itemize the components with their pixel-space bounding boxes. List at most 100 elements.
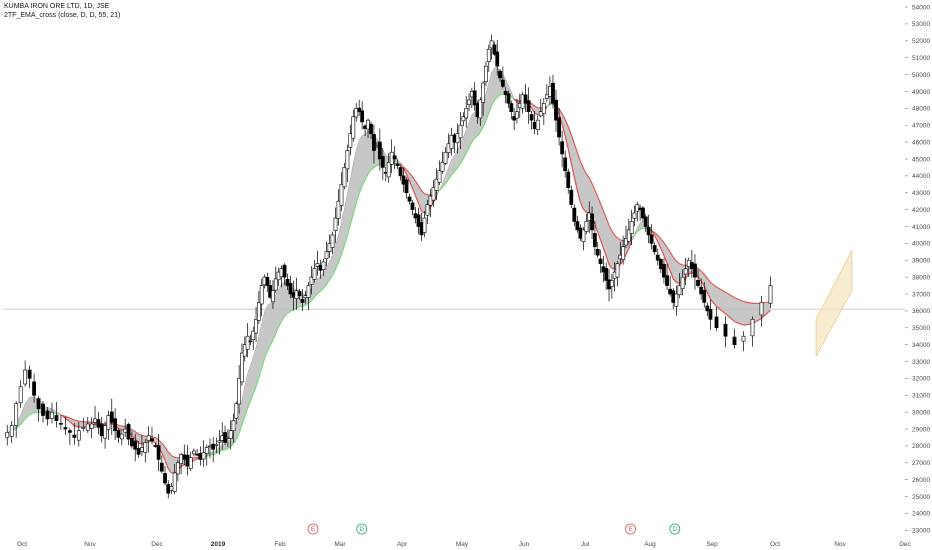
- candle-body: [282, 264, 287, 278]
- candle-body: [169, 486, 174, 491]
- ema-line-segment: [209, 451, 214, 453]
- candle-body: [106, 415, 111, 430]
- candles-layer: [5, 34, 773, 499]
- candle-body: [204, 447, 209, 454]
- earnings-marker: [307, 523, 319, 535]
- ema-line-segment: [216, 451, 220, 454]
- ema-line-segment: [230, 443, 234, 447]
- ema-line-segment: [685, 273, 690, 279]
- ema-line-segment: [710, 281, 717, 288]
- ema-line-segment: [171, 455, 175, 458]
- candle-body: [116, 429, 121, 438]
- candle-body: [297, 291, 302, 296]
- ema-line-segment: [65, 417, 71, 423]
- ema-line-segment: [625, 248, 630, 255]
- candle-body: [119, 433, 124, 440]
- ema-line-segment: [451, 155, 455, 160]
- ema-line-segment: [639, 227, 644, 231]
- candle-body: [153, 445, 158, 447]
- candle-body: [248, 340, 253, 343]
- ema-line-segment: [222, 443, 226, 445]
- ema-line-segment: [588, 177, 593, 184]
- ema-line-segment: [244, 408, 249, 417]
- candle-body: [696, 280, 700, 286]
- ema-line-segment: [466, 122, 470, 130]
- ema-line-segment: [496, 94, 501, 98]
- y-tick-label: 28000: [912, 443, 930, 450]
- ema-line-segment: [439, 187, 443, 191]
- ema-line-segment: [361, 179, 366, 187]
- candle-body: [18, 386, 23, 404]
- ema-line-segment: [505, 79, 509, 86]
- ema-line-segment: [660, 238, 665, 244]
- y-tick-label: 27000: [912, 460, 930, 467]
- candle-body: [188, 457, 193, 469]
- ema-line-segment: [605, 255, 610, 265]
- y-tick-label: 30000: [912, 409, 930, 416]
- ema-line-segment: [241, 416, 246, 426]
- candle-body: [9, 425, 14, 437]
- ema-cloud: [7, 67, 771, 474]
- ema-line-segment: [284, 313, 288, 318]
- ema-line-segment: [320, 287, 324, 292]
- ema-line-segment: [269, 339, 274, 346]
- ema-line-segment: [209, 453, 214, 456]
- ema-line-segment: [451, 171, 455, 176]
- candle-body: [702, 290, 707, 303]
- candle-body: [658, 259, 663, 269]
- ema-line-segment: [725, 291, 735, 299]
- candle-body: [354, 108, 359, 118]
- candle-body: [201, 452, 206, 460]
- earnings-marker-label: E: [628, 527, 632, 533]
- ema-line-segment: [582, 168, 587, 175]
- candle-body: [192, 450, 196, 455]
- y-tick-label: 29000: [912, 426, 930, 433]
- y-tick-label: 50000: [912, 72, 930, 79]
- ema-line-segment: [576, 152, 581, 162]
- candle-body: [32, 381, 36, 396]
- ema-line-segment: [376, 164, 380, 167]
- ema-line-segment: [576, 190, 582, 203]
- candle-body: [360, 110, 365, 123]
- candle-body: [285, 279, 290, 286]
- ema-line-segment: [47, 407, 53, 409]
- ema-line-segment: [74, 425, 79, 428]
- ema-line-segment: [219, 444, 223, 448]
- ema-line-segment: [567, 126, 572, 135]
- ema-line-segment: [460, 136, 464, 144]
- ema-line-segment: [281, 282, 285, 285]
- ema-line-segment: [468, 114, 473, 123]
- ema-line-segment: [219, 449, 223, 453]
- candle-body: [143, 442, 148, 453]
- candle-body: [548, 86, 552, 97]
- ema-line-segment: [502, 74, 506, 80]
- ema-line-segment: [660, 248, 665, 256]
- ema-line-segment: [227, 439, 231, 443]
- ema-line-segment: [663, 242, 668, 248]
- candle-body: [506, 93, 511, 104]
- candle-body: [240, 352, 244, 383]
- ema-line-segment: [317, 290, 321, 295]
- ema-line-segment: [611, 267, 615, 270]
- ema-line-segment: [445, 167, 449, 176]
- candle-body: [123, 428, 128, 433]
- ema-line-segment: [320, 272, 324, 277]
- ema-line-segment: [600, 203, 604, 211]
- ema-line-segment: [716, 305, 726, 315]
- y-tick-label: 43000: [912, 190, 930, 197]
- ema-line-segment: [206, 452, 211, 456]
- ema-line-segment: [224, 447, 229, 451]
- candle-body: [259, 285, 264, 305]
- candle-body: [649, 234, 654, 244]
- y-tick-label: 39000: [912, 258, 930, 265]
- ema-line-segment: [141, 434, 146, 437]
- ema-line-segment: [454, 167, 458, 173]
- candle-body: [273, 278, 278, 291]
- candle-body: [652, 245, 657, 253]
- ema-line-segment: [493, 96, 498, 101]
- candle-body: [569, 189, 574, 205]
- y-tick-label: 26000: [912, 477, 930, 484]
- ema-line-segment: [546, 101, 551, 108]
